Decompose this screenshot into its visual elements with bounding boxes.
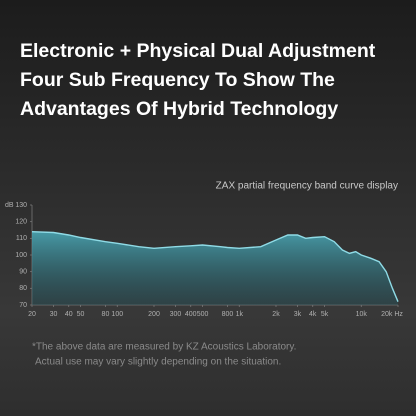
x-tick-label: 20k Hz <box>381 311 403 318</box>
x-tick-label: 3k <box>294 311 302 318</box>
x-tick-label: 80 <box>102 311 110 318</box>
chart-title: ZAX partial frequency band curve display <box>216 181 398 192</box>
x-tick-label: 300 <box>170 311 182 318</box>
y-tick-label: 120 <box>15 219 27 226</box>
y-axis-label: dB <box>5 202 14 209</box>
headline: Electronic + Physical Dual Adjustment <box>20 40 376 62</box>
y-tick-label: 70 <box>19 302 27 309</box>
x-tick-label: 40 <box>65 311 73 318</box>
x-tick-label: 500 <box>197 311 209 318</box>
curve <box>31 230 399 302</box>
headline: Advantages Of Hybrid Technology <box>20 98 338 120</box>
y-tick-label: 110 <box>16 235 27 242</box>
x-tick-label: 800 <box>222 311 234 318</box>
x-tick-label: 200 <box>148 311 160 318</box>
x-tick-label: 5k <box>321 311 329 318</box>
x-tick-label: 30 <box>50 311 58 318</box>
x-tick-label: 400 <box>185 311 197 318</box>
area-fill <box>32 231 398 305</box>
x-tick-label: 4k <box>309 311 317 318</box>
y-tick-label: 100 <box>15 252 27 259</box>
y-tick-label: 90 <box>19 269 27 276</box>
x-tick-label: 1k <box>236 311 244 318</box>
x-tick-label: 20 <box>28 311 36 318</box>
footnote: *The above data are measured by KZ Acous… <box>32 342 296 353</box>
y-tick-label: 80 <box>19 285 27 292</box>
x-tick-label: 10k <box>356 311 368 318</box>
x-tick-label: 50 <box>77 311 85 318</box>
headline: Four Sub Frequency To Show The <box>20 69 335 91</box>
x-tick-label: 100 <box>111 311 123 318</box>
x-tick-label: 2k <box>272 311 280 318</box>
y-tick-label: 130 <box>15 202 27 209</box>
footnote: Actual use may vary slightly depending o… <box>35 357 281 368</box>
